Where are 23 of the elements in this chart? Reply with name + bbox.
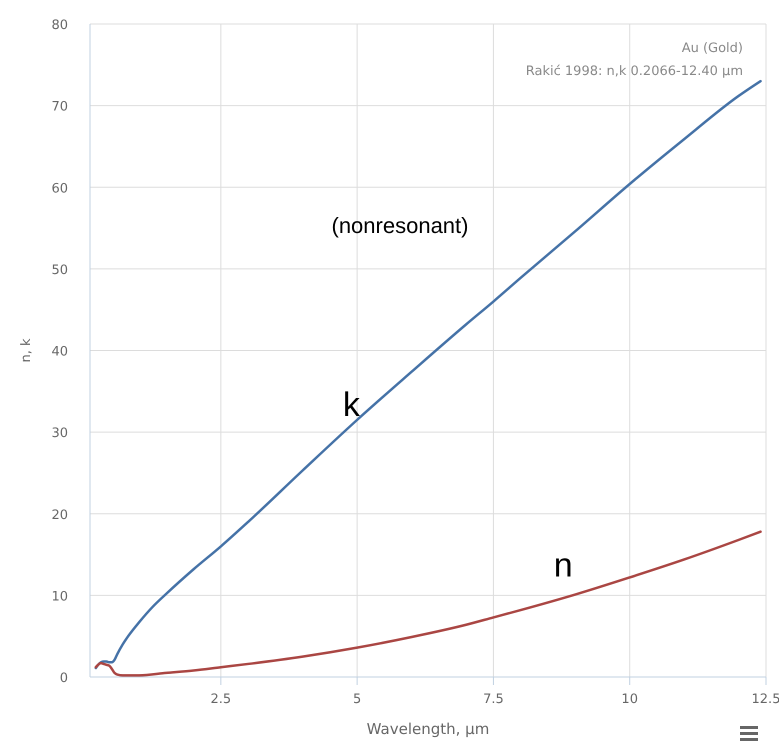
line-series	[94, 530, 762, 677]
annotation: (nonresonant)	[332, 213, 468, 238]
y-axis-title: n, k	[19, 338, 34, 363]
y-tick-label: 50	[51, 262, 68, 278]
annotation: Rakić 1998: n,k 0.2066-12.40 µm	[526, 64, 743, 79]
y-tick-label: 40	[51, 344, 68, 360]
series-label: n	[554, 546, 573, 585]
y-tick-label: 20	[51, 508, 68, 523]
x-tick-label: 5	[352, 692, 362, 707]
x-tick-label: 12.5	[752, 692, 779, 707]
x-axis-title: Wavelength, µm	[366, 720, 490, 738]
x-tick-label: 2.5	[210, 692, 232, 707]
series-label: k	[342, 386, 361, 424]
x-tick-label: 7.5	[483, 692, 504, 707]
y-tick-label: 30	[51, 426, 68, 442]
line-series	[94, 80, 762, 670]
y-tick-label: 60	[51, 181, 68, 196]
y-tick-label: 0	[60, 671, 68, 686]
y-tick-label: 80	[51, 18, 68, 33]
annotation: Au (Gold)	[682, 41, 743, 56]
x-tick-label: 10	[621, 692, 638, 707]
y-tick-label: 70	[51, 100, 68, 115]
y-tick-label: 10	[51, 589, 68, 604]
